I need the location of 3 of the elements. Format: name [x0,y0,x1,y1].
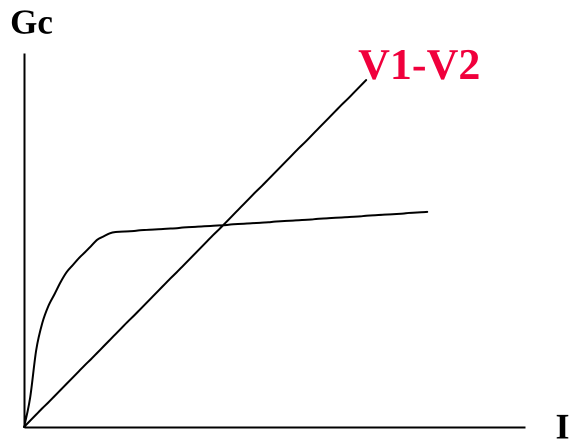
series-label: V1-V2 [358,40,480,90]
x-axis-title: I [555,406,570,442]
y-axis-title: Gc [10,2,53,42]
